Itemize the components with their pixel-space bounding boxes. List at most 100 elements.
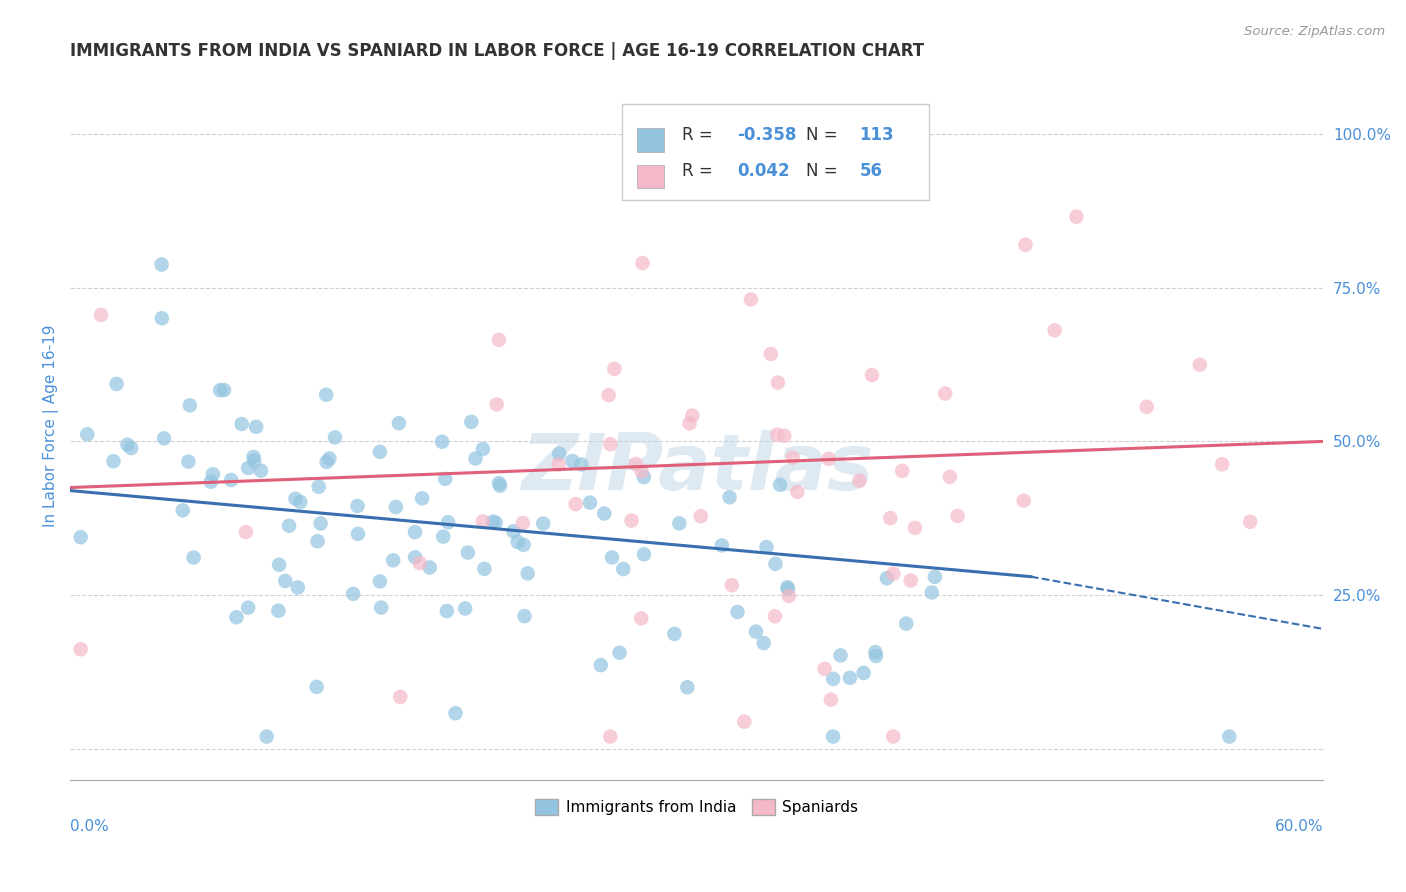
Point: [896, 616, 918, 631]
Point: [235, 525, 257, 540]
FancyBboxPatch shape: [637, 128, 664, 152]
Point: [752, 636, 775, 650]
Text: Source: ZipAtlas.com: Source: ZipAtlas.com: [1244, 25, 1385, 38]
Text: N =: N =: [806, 162, 842, 180]
Point: [879, 511, 901, 525]
Point: [904, 521, 927, 535]
Point: [436, 604, 458, 618]
Point: [69, 530, 91, 544]
Point: [548, 447, 571, 461]
Point: [860, 368, 883, 382]
Point: [547, 458, 569, 472]
Point: [242, 450, 264, 464]
Point: [309, 516, 332, 531]
Point: [668, 516, 690, 531]
Point: [1012, 493, 1035, 508]
Point: [236, 600, 259, 615]
Point: [150, 311, 173, 326]
Point: [633, 547, 655, 561]
Point: [502, 524, 524, 539]
Point: [1066, 210, 1088, 224]
Point: [769, 477, 792, 491]
Text: ZIPatlas: ZIPatlas: [520, 431, 873, 507]
Point: [513, 609, 536, 624]
Point: [817, 451, 839, 466]
Point: [609, 646, 631, 660]
Point: [284, 491, 307, 506]
Point: [921, 585, 943, 599]
Point: [823, 672, 845, 686]
Point: [250, 464, 273, 478]
Point: [745, 624, 768, 639]
Point: [404, 525, 426, 540]
Point: [718, 490, 741, 504]
Point: [778, 589, 800, 603]
Point: [201, 467, 224, 482]
Text: R =: R =: [682, 126, 717, 144]
Point: [599, 730, 621, 744]
Point: [630, 611, 652, 625]
Point: [243, 454, 266, 468]
Point: [733, 714, 755, 729]
Point: [454, 601, 477, 615]
Point: [664, 627, 686, 641]
Point: [579, 495, 602, 509]
Text: 0.042: 0.042: [737, 162, 790, 180]
Text: -0.358: -0.358: [737, 126, 796, 144]
Point: [368, 574, 391, 589]
Text: 60.0%: 60.0%: [1275, 819, 1323, 833]
Point: [1014, 237, 1036, 252]
Point: [848, 474, 870, 488]
Point: [740, 293, 762, 307]
Point: [599, 437, 621, 451]
Point: [882, 566, 904, 581]
Point: [432, 530, 454, 544]
Point: [1218, 730, 1240, 744]
Point: [318, 451, 340, 466]
Point: [891, 464, 914, 478]
Point: [593, 507, 616, 521]
Point: [766, 427, 789, 442]
Point: [882, 730, 904, 744]
Point: [347, 527, 370, 541]
Point: [516, 566, 538, 581]
Point: [900, 574, 922, 588]
Point: [219, 473, 242, 487]
Point: [274, 574, 297, 588]
Point: [245, 419, 267, 434]
Point: [865, 648, 887, 663]
Point: [307, 534, 329, 549]
Point: [471, 442, 494, 456]
Point: [838, 671, 860, 685]
Point: [474, 562, 496, 576]
Point: [763, 609, 786, 624]
Point: [460, 415, 482, 429]
Point: [1239, 515, 1261, 529]
Text: 0.0%: 0.0%: [70, 819, 110, 833]
Legend: Immigrants from India, Spaniards: Immigrants from India, Spaniards: [529, 793, 865, 822]
Point: [865, 645, 887, 659]
Point: [786, 484, 808, 499]
Point: [434, 472, 457, 486]
Point: [153, 431, 176, 445]
Point: [876, 571, 898, 585]
Text: 113: 113: [859, 126, 894, 144]
Point: [411, 491, 433, 506]
Point: [287, 581, 309, 595]
Point: [934, 386, 956, 401]
Point: [231, 417, 253, 431]
Point: [76, 427, 98, 442]
Point: [471, 515, 494, 529]
Point: [177, 455, 200, 469]
Point: [624, 457, 647, 471]
Point: [290, 495, 312, 509]
Point: [278, 518, 301, 533]
Point: [598, 388, 620, 402]
Point: [720, 578, 742, 592]
Point: [823, 730, 845, 744]
Text: R =: R =: [682, 162, 717, 180]
Point: [489, 478, 512, 492]
Point: [600, 550, 623, 565]
Point: [1188, 358, 1211, 372]
Point: [813, 662, 835, 676]
